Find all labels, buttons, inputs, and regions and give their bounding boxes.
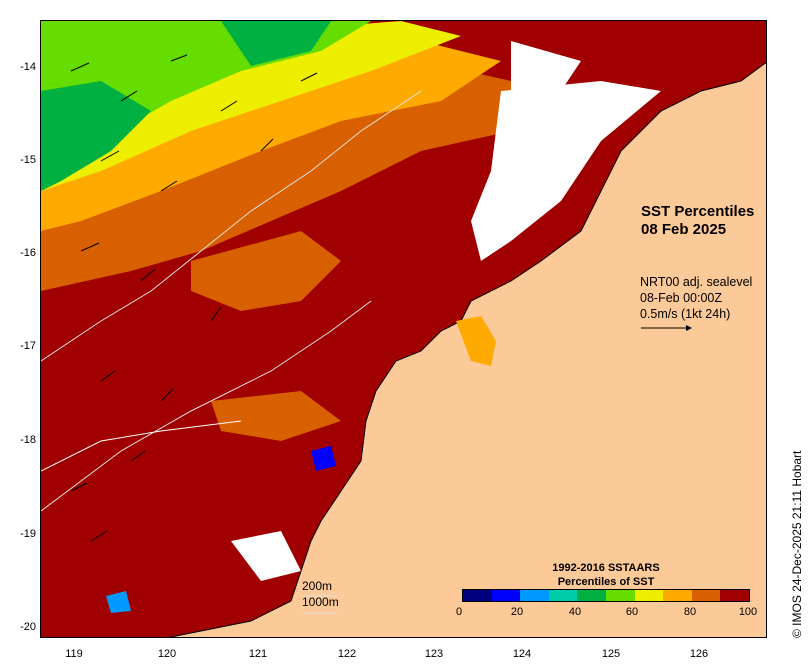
x-tick-label: 122 <box>337 648 357 660</box>
credit-text: © IMOS 24-Dec-2025 21:11 Hobart <box>790 450 804 638</box>
y-tick-label: -20 <box>20 621 36 633</box>
colorbar-segment <box>605 590 635 601</box>
y-tick-label: -15 <box>20 154 36 166</box>
scale-arrow-head <box>686 325 692 331</box>
colorbar-segment <box>634 590 664 601</box>
warm-patch <box>191 231 341 311</box>
depth-legend: 200m 1000m <box>302 578 339 610</box>
warm-patch-2 <box>211 391 341 441</box>
y-tick-label: -14 <box>20 61 36 73</box>
map-panel <box>40 20 767 638</box>
current-scale: 0.5m/s (1kt 24h) <box>640 307 731 321</box>
colorbar-label: 100 <box>738 606 758 618</box>
depth-1000m-label: 1000m <box>302 595 339 609</box>
current-vectors <box>70 54 318 542</box>
cool-patch-2 <box>106 591 131 613</box>
colorbar-label: 60 <box>625 606 639 618</box>
cloud-area-2 <box>511 41 581 91</box>
depth-contour-200m <box>41 90 422 362</box>
depth-200m-label: 200m <box>302 579 333 593</box>
dark-green-patch-2 <box>221 21 331 66</box>
colorbar-segment <box>491 590 521 601</box>
y-tick-label: -16 <box>20 247 36 259</box>
inlet-patch <box>456 316 496 366</box>
sst-map <box>41 21 766 637</box>
colorbar-label: 20 <box>510 606 524 618</box>
cloud-area <box>471 81 661 261</box>
map-title: SST Percentiles 08 Feb 2025 <box>641 203 754 239</box>
colorbar-label: 80 <box>683 606 697 618</box>
colorbar-segment <box>691 590 721 601</box>
depth-contour-1000m <box>41 300 372 512</box>
colorbar-segment <box>720 590 749 601</box>
x-tick-label: 125 <box>601 648 621 660</box>
current-info: NRT00 adj. sealevel 08-Feb 00:00Z 0.5m/s… <box>640 274 752 322</box>
x-tick-label: 120 <box>157 648 177 660</box>
colorbar-label: 40 <box>568 606 582 618</box>
date-line: 08 Feb 2025 <box>641 221 727 238</box>
title-line: SST Percentiles <box>641 203 755 220</box>
colorbar-label: 0 <box>455 606 463 618</box>
depth-contour-1000m-b <box>41 420 242 472</box>
x-tick-label: 123 <box>424 648 444 660</box>
x-tick-label: 119 <box>65 648 83 660</box>
y-tick-label: -17 <box>20 340 36 352</box>
legend-title-line2: Percentiles of SST <box>557 576 655 588</box>
green-band <box>41 21 371 171</box>
x-tick-label: 126 <box>689 648 709 660</box>
cool-patch <box>311 446 336 471</box>
colorbar-segment <box>548 590 578 601</box>
current-time: 08-Feb 00:00Z <box>640 291 722 305</box>
y-tick-label: -18 <box>20 434 36 446</box>
x-tick-label: 124 <box>512 648 532 660</box>
dark-green-patch <box>41 81 151 191</box>
colorbar-segment <box>520 590 549 601</box>
colorbar-segment <box>663 590 692 601</box>
legend-title-line1: 1992-2016 SSTAARS <box>552 562 660 574</box>
colorbar-segment <box>577 590 606 601</box>
cloud-area-3 <box>231 531 301 581</box>
y-tick-label: -19 <box>20 528 36 540</box>
colorbar <box>462 589 750 602</box>
current-source: NRT00 adj. sealevel <box>640 275 753 289</box>
x-tick-label: 121 <box>248 648 268 660</box>
legend-title: 1992-2016 SSTAARS Percentiles of SST <box>462 561 750 589</box>
colorbar-segment <box>463 590 492 601</box>
